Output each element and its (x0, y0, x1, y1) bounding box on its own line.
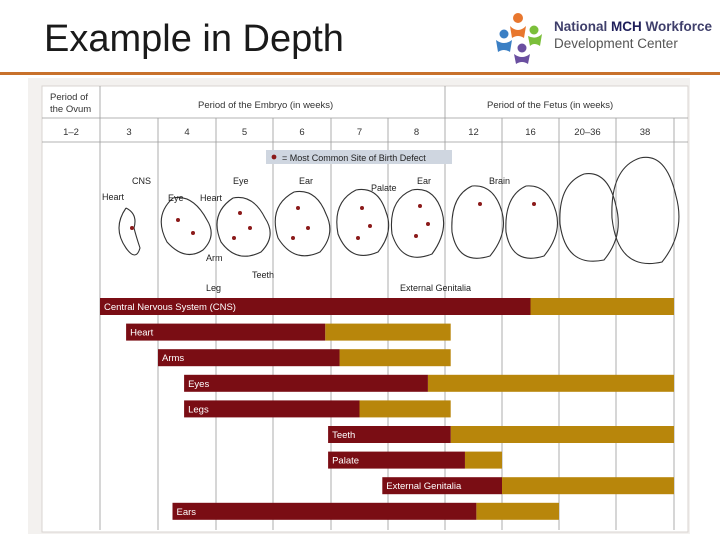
week-label: 4 (184, 127, 189, 138)
label-eye-wk4: Eye (168, 193, 184, 203)
label-palate: Palate (371, 183, 397, 193)
week-label: 8 (414, 127, 419, 138)
bar-label: Arms (162, 353, 184, 364)
fetus-week38 (611, 156, 680, 264)
fetus-period-header: Period of the Fetus (in weeks) (487, 100, 613, 111)
label-ear-wk6: Ear (299, 176, 313, 186)
week-label: 3 (126, 127, 131, 138)
bar-label: Ears (177, 507, 197, 518)
bar-less-sensitive (476, 502, 559, 520)
bar-less-sensitive (530, 298, 674, 315)
legend-text: = Most Common Site of Birth Defect (282, 153, 426, 163)
embryo-week3 (118, 207, 141, 256)
bar-label: Heart (130, 328, 154, 339)
logo-line1: National MCH Workforce (554, 19, 713, 34)
label-heart-wk4: Heart (200, 193, 223, 203)
bar-less-sensitive (464, 451, 502, 469)
bar-critical (382, 477, 502, 495)
bar-less-sensitive (502, 477, 674, 495)
bar-label: Teeth (332, 430, 355, 441)
sensitivity-bars: Central Nervous System (CNS) Heart Arms Eye… (100, 298, 674, 520)
fetus-week20-36 (559, 173, 619, 262)
fetus-week12 (451, 185, 505, 259)
logo-line2: Development Center (554, 36, 678, 51)
embryo-week5 (216, 196, 271, 257)
label-external-genitalia: External Genitalia (400, 283, 471, 293)
label-leg: Leg (206, 283, 221, 293)
bar-critical (100, 298, 531, 315)
bar-critical (184, 374, 428, 392)
slide-title: Example in Depth (44, 18, 344, 60)
bar-label: Eyes (188, 379, 209, 390)
bar-critical (172, 502, 477, 520)
bar-less-sensitive (450, 426, 674, 443)
label-eye-wk5: Eye (233, 176, 249, 186)
label-heart-wk3: Heart (102, 192, 125, 202)
week-label: 20–36 (574, 127, 600, 138)
label-arm: Arm (206, 253, 223, 263)
dot-icon (271, 154, 277, 160)
anatomy-labels: CNS Heart Eye Heart Eye Ear Palate Ear B… (102, 176, 510, 293)
defect-site-dots (130, 202, 536, 240)
embryo-fetus-illustrations (118, 156, 680, 264)
embryo-week7 (336, 188, 390, 256)
bar-less-sensitive (427, 374, 674, 392)
bar-less-sensitive (325, 323, 451, 341)
bar-critical (328, 426, 451, 443)
embryo-week6 (274, 190, 331, 257)
week-label: 12 (468, 127, 479, 138)
bar-label: Central Nervous System (CNS) (104, 302, 236, 313)
embryo-week4 (160, 196, 212, 256)
week-label: 5 (242, 127, 247, 138)
logo-people-icon (496, 13, 542, 64)
bar-critical (126, 323, 326, 341)
bar-critical (328, 451, 465, 469)
week-label: 7 (357, 127, 362, 138)
label-teeth: Teeth (252, 270, 274, 280)
fetus-week16 (505, 185, 559, 259)
bar-less-sensitive (359, 400, 451, 418)
bar-label: External Genitalia (386, 481, 462, 492)
ovum-header-line1: Period of (50, 92, 88, 103)
logo: National MCH Workforce Development Cente… (488, 4, 716, 68)
label-ear-wk8: Ear (417, 176, 431, 186)
bar-less-sensitive (339, 349, 451, 367)
bar-critical (184, 400, 360, 418)
week-label: 6 (299, 127, 304, 138)
week-label: 16 (525, 127, 536, 138)
week-label: 1–2 (63, 127, 79, 138)
bar-label: Legs (188, 404, 209, 415)
embryo-week8 (390, 188, 445, 258)
week-label: 38 (640, 127, 651, 138)
ovum-header-line2: the Ovum (50, 104, 91, 115)
label-cns: CNS (132, 176, 151, 186)
label-brain: Brain (489, 176, 510, 186)
bar-label: Palate (332, 456, 359, 467)
legend: = Most Common Site of Birth Defect (266, 150, 452, 164)
embryo-period-header: Period of the Embryo (in weeks) (198, 100, 333, 111)
bar-critical (158, 349, 340, 367)
title-divider (0, 72, 720, 75)
